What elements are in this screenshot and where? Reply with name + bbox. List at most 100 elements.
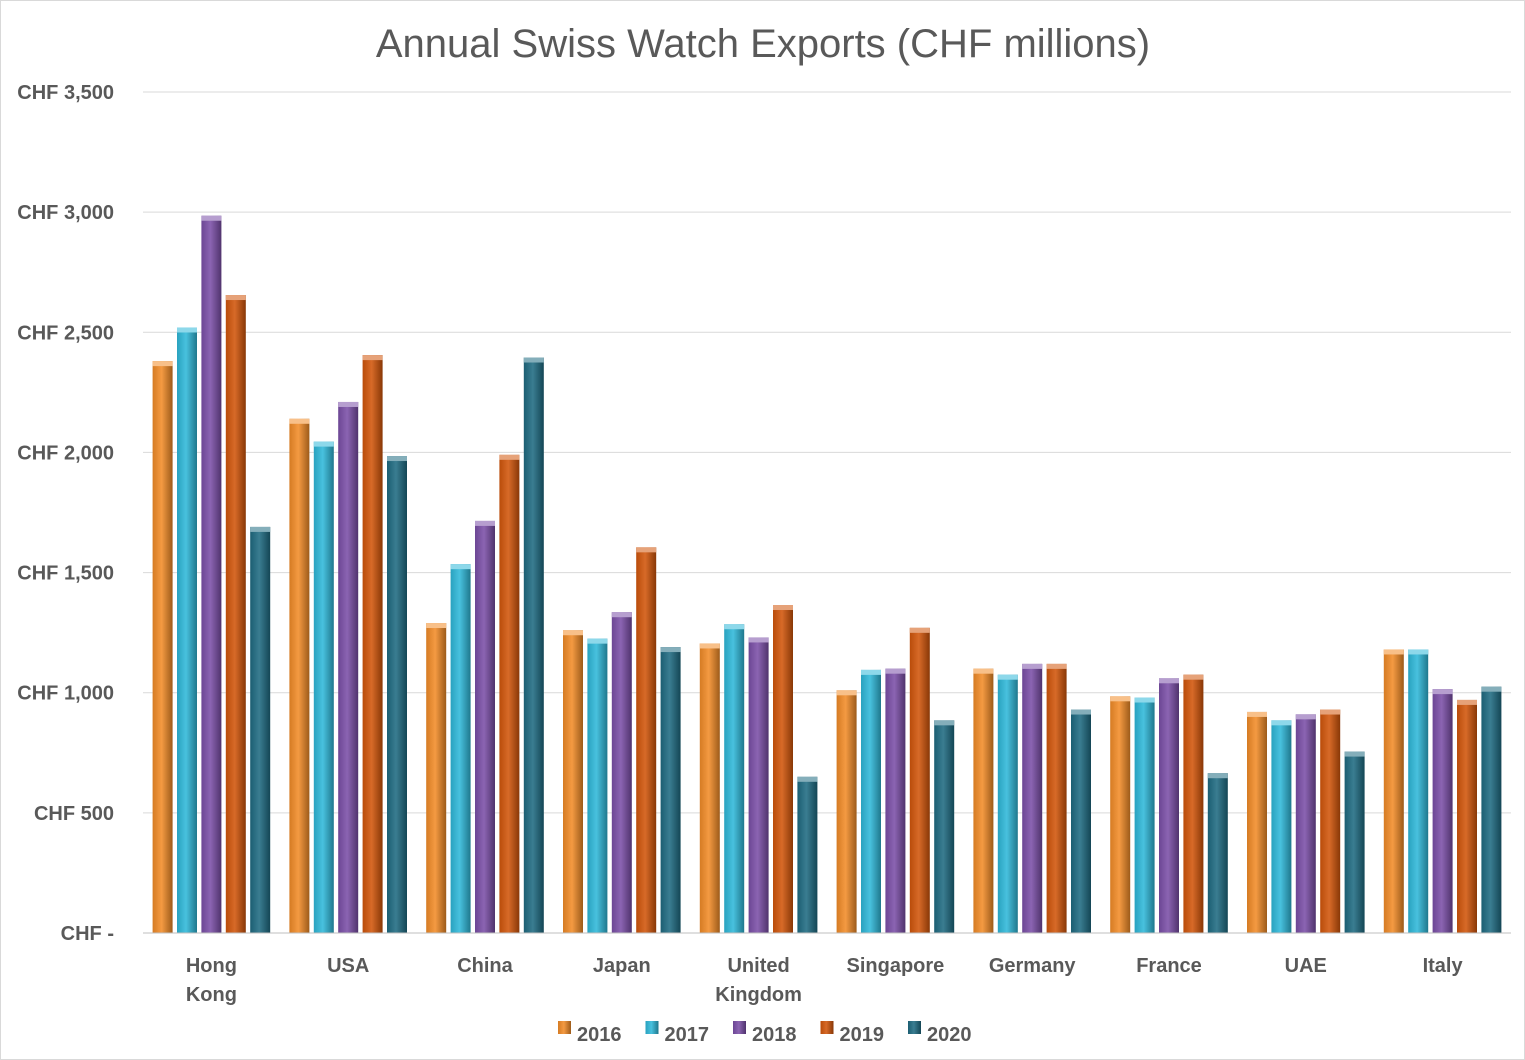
bar-top-2018 [749, 637, 769, 642]
bar-top-2018 [885, 669, 905, 674]
bar-2017 [998, 675, 1018, 933]
bar-top-2020 [524, 358, 544, 363]
y-tick-label: CHF 3,000 [17, 202, 114, 224]
bar-2017 [587, 639, 607, 933]
legend-swatch-2020 [908, 1021, 921, 1034]
bar-2016 [426, 623, 446, 933]
bar-2020 [250, 527, 270, 933]
bar-2016 [1110, 696, 1130, 933]
bar-2019 [910, 628, 930, 933]
bar-2019 [226, 295, 246, 933]
y-tick-label: CHF 1,500 [17, 563, 114, 585]
bar-top-2018 [338, 402, 358, 407]
x-category-label: France [1136, 955, 1202, 977]
bar-top-2018 [201, 216, 221, 221]
bar-2018 [612, 612, 632, 933]
bar-2016 [1384, 649, 1404, 933]
bar-top-2017 [314, 442, 334, 447]
bar-top-2019 [1457, 700, 1477, 705]
bar-2017 [1135, 698, 1155, 933]
bar-2017 [1408, 649, 1428, 933]
bar-top-2016 [1247, 712, 1267, 717]
bar-top-2020 [250, 527, 270, 532]
bar-top-2020 [1481, 687, 1501, 692]
bar-top-2017 [587, 639, 607, 644]
legend-swatch-2019 [821, 1021, 834, 1034]
legend-swatch-2016 [558, 1021, 571, 1034]
y-tick-label: CHF 2,500 [17, 322, 114, 344]
bar-2018 [338, 402, 358, 933]
bar-2019 [1183, 675, 1203, 933]
bar-top-2017 [998, 675, 1018, 680]
x-category-label: UAE [1285, 955, 1327, 977]
bar-chart: Annual Swiss Watch Exports (CHF millions… [1, 1, 1524, 1059]
y-tick-label: CHF 3,500 [17, 82, 114, 104]
bar-top-2020 [387, 456, 407, 461]
bar-2016 [700, 643, 720, 933]
bar-2018 [1022, 664, 1042, 933]
bar-2018 [1296, 714, 1316, 933]
x-category-label: United Kingdom [715, 955, 802, 1006]
bar-2019 [773, 605, 793, 933]
y-tick-label: CHF 1,000 [17, 683, 114, 705]
bar-top-2017 [1408, 649, 1428, 654]
bar-2016 [1247, 712, 1267, 933]
bar-2016 [289, 419, 309, 933]
x-category-label: Italy [1423, 955, 1464, 977]
bar-2020 [1208, 773, 1228, 933]
x-category-label: Japan [593, 955, 651, 977]
bar-2020 [524, 358, 544, 933]
bar-top-2018 [1296, 714, 1316, 719]
bar-2016 [563, 630, 583, 933]
chart-frame: Annual Swiss Watch Exports (CHF millions… [0, 0, 1525, 1060]
legend: 2016 2017 2018 2019 2020 [558, 1021, 972, 1046]
bar-top-2016 [563, 630, 583, 635]
bar-top-2020 [934, 720, 954, 725]
legend-label-2020: 2020 [927, 1024, 972, 1046]
x-category-label: China [457, 955, 513, 977]
bar-top-2018 [612, 612, 632, 617]
bar-top-2019 [1320, 710, 1340, 715]
bar-2019 [363, 355, 383, 933]
y-tick-label: CHF - [61, 923, 114, 945]
bar-top-2019 [1047, 664, 1067, 669]
legend-label-2017: 2017 [665, 1024, 710, 1046]
bar-top-2020 [1071, 710, 1091, 715]
bars [153, 216, 1502, 933]
bar-2018 [475, 521, 495, 933]
bar-2016 [153, 361, 173, 933]
bar-top-2017 [177, 327, 197, 332]
bar-2017 [177, 327, 197, 933]
bar-top-2018 [1433, 689, 1453, 694]
x-category-label: Germany [989, 955, 1077, 977]
bar-top-2016 [1384, 649, 1404, 654]
bar-top-2016 [700, 643, 720, 648]
bar-top-2019 [363, 355, 383, 360]
y-tick-label: CHF 2,000 [17, 442, 114, 464]
bar-2019 [1047, 664, 1067, 933]
x-category-label: Hong Kong [186, 955, 237, 1006]
bar-2016 [973, 669, 993, 933]
bar-top-2017 [861, 670, 881, 675]
bar-2020 [934, 720, 954, 933]
bar-2018 [201, 216, 221, 933]
bar-2017 [314, 442, 334, 933]
bar-top-2019 [910, 628, 930, 633]
bar-top-2019 [773, 605, 793, 610]
bar-top-2016 [289, 419, 309, 424]
bar-top-2017 [451, 564, 471, 569]
bar-2019 [1457, 700, 1477, 933]
bar-top-2016 [426, 623, 446, 628]
y-tick-label: CHF 500 [34, 803, 114, 825]
bar-2020 [661, 647, 681, 933]
bar-2018 [1433, 689, 1453, 933]
legend-swatch-2018 [733, 1021, 746, 1034]
legend-label-2016: 2016 [577, 1024, 622, 1046]
bar-2017 [861, 670, 881, 933]
bar-2018 [885, 669, 905, 933]
bar-2018 [1159, 678, 1179, 933]
bar-top-2019 [499, 455, 519, 460]
bar-top-2017 [1271, 720, 1291, 725]
bar-top-2016 [153, 361, 173, 366]
bar-2019 [499, 455, 519, 933]
